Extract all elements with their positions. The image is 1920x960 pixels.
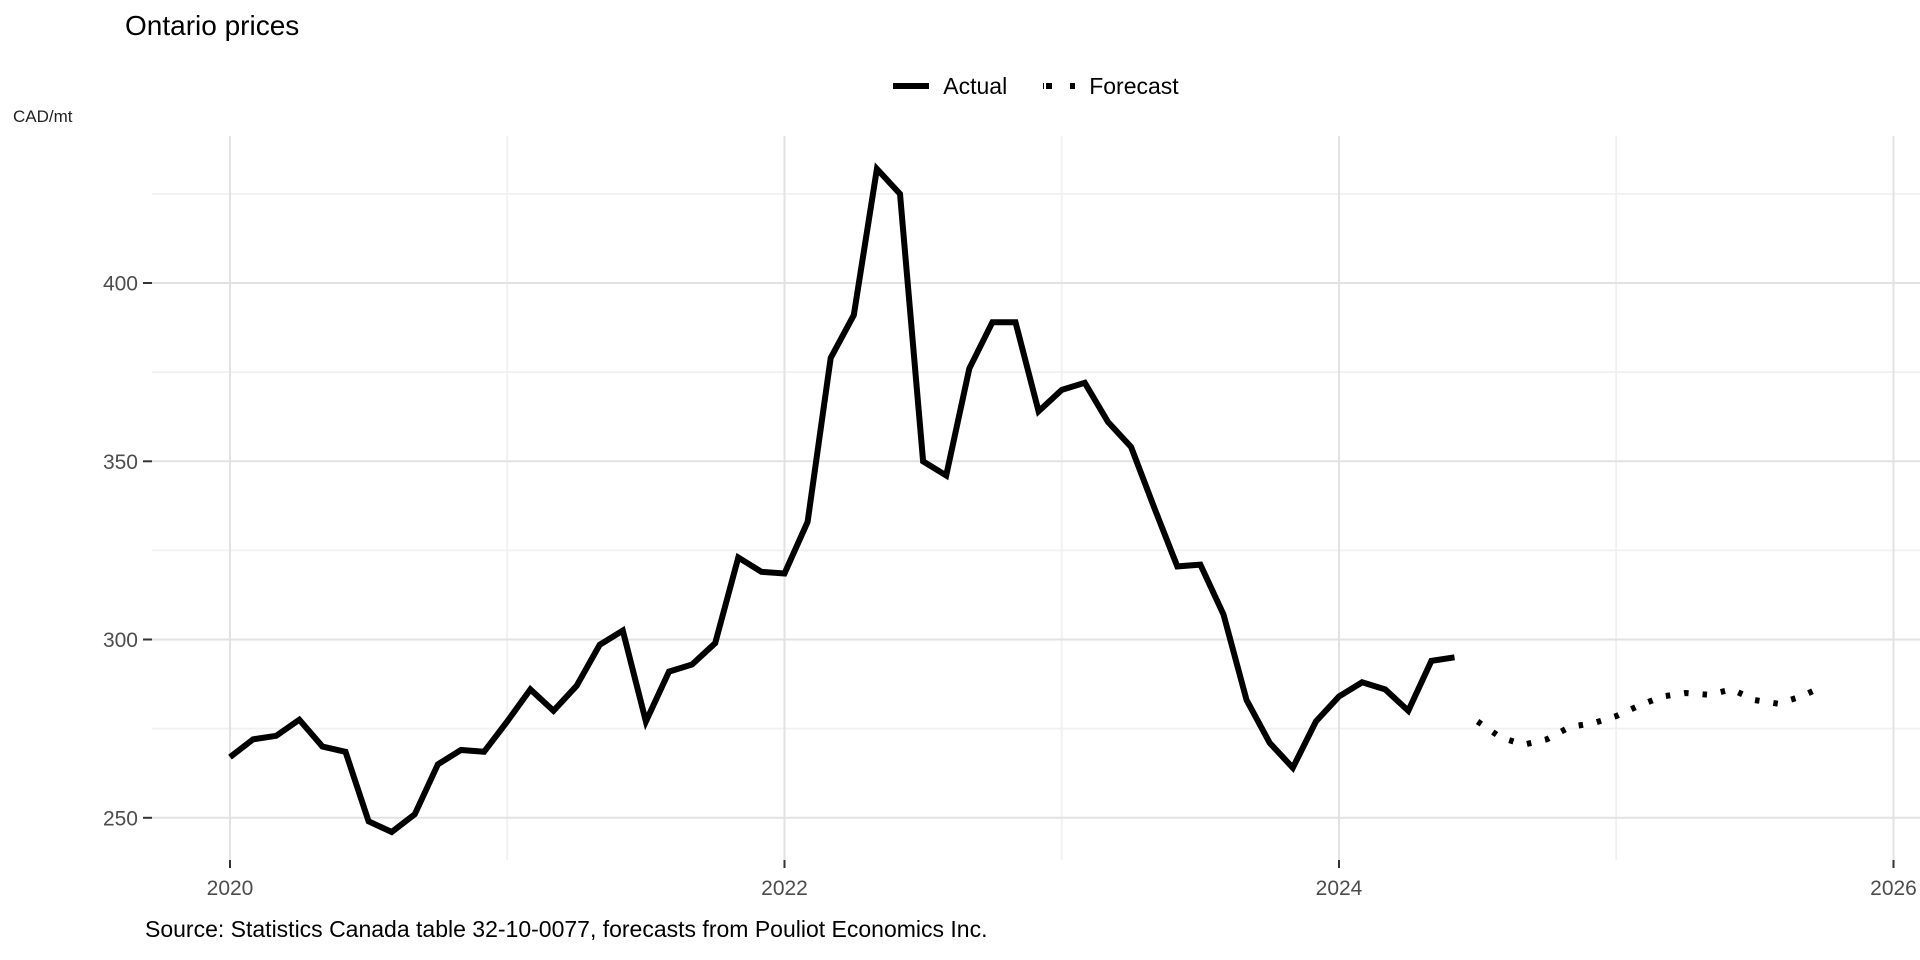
actual-series-line: [228, 162, 1455, 836]
y-tick-label: 300: [103, 629, 138, 652]
axis-ticks: [143, 282, 1895, 868]
x-tick-label: 2024: [1316, 877, 1363, 900]
chart-title: Ontario prices: [125, 10, 300, 41]
major-gridlines: [152, 136, 1920, 860]
legend: Actual Forecast: [152, 72, 1920, 100]
forecast-line-key-icon: [1043, 83, 1076, 89]
data-series: [228, 162, 1826, 836]
forecast-series-line: [1475, 683, 1826, 748]
y-tick-label: 400: [103, 273, 138, 296]
x-tick-label: 2020: [207, 877, 254, 900]
y-tick-label: 250: [103, 807, 138, 830]
minor-gridlines: [152, 136, 1920, 860]
legend-actual-label: Actual: [943, 72, 1008, 99]
x-tick-label: 2026: [1870, 877, 1917, 900]
actual-line-key-icon: [893, 83, 930, 89]
y-tick-label: 350: [103, 451, 138, 474]
source-caption: Source: Statistics Canada table 32-10-00…: [145, 916, 988, 942]
y-axis-unit-label: CAD/mt: [13, 107, 73, 126]
legend-forecast-label: Forecast: [1089, 72, 1179, 99]
axis-tick-labels: 250 300 350 400 2020 2022 2024 2026: [103, 273, 1917, 901]
x-tick-label: 2022: [761, 877, 808, 900]
